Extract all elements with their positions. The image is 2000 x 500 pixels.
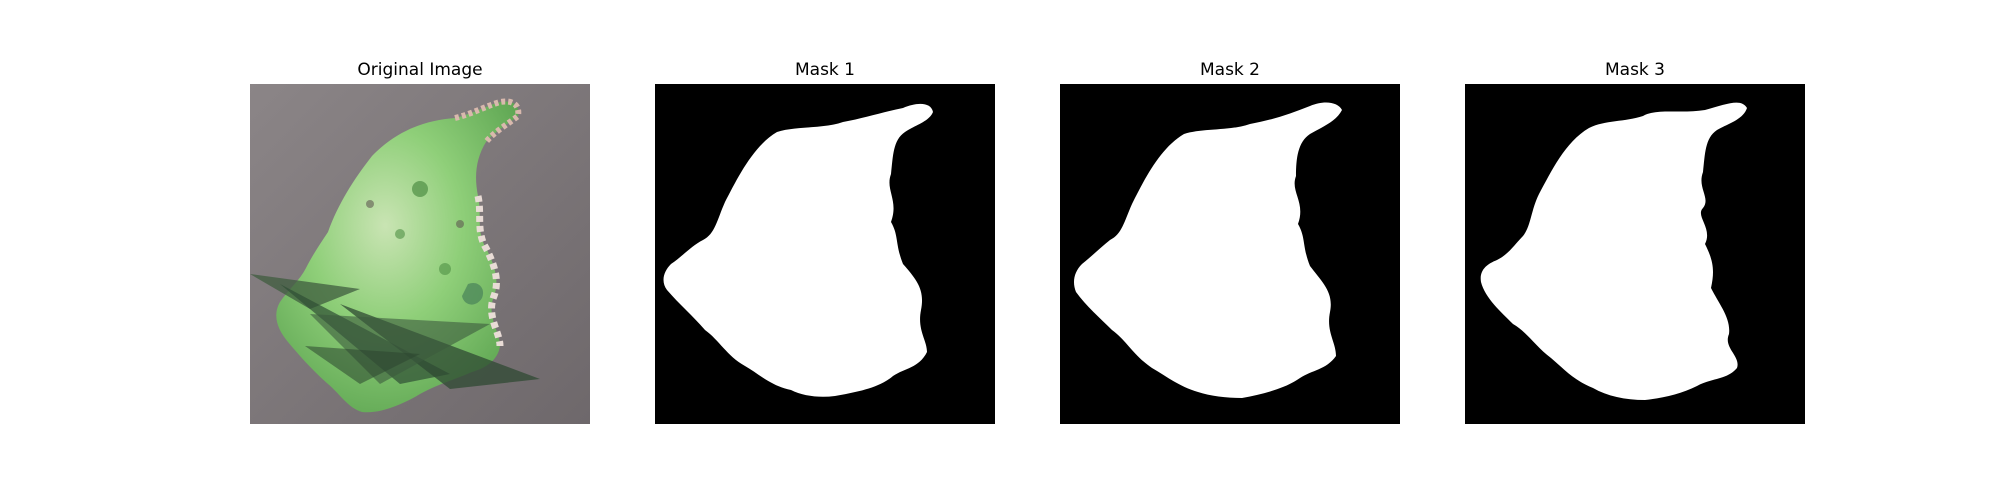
mask-3-shape: [1480, 102, 1747, 400]
mask-3-image: [1465, 84, 1805, 424]
mask-1-panel: Mask 1: [655, 0, 995, 430]
original-image: [250, 84, 590, 424]
shadow-blade: [250, 274, 360, 309]
mask-3-title: Mask 3: [1604, 60, 1665, 80]
shadow-blade: [310, 314, 490, 384]
original-image-panel: Original Image: [250, 0, 590, 430]
leaf-spot: [412, 181, 428, 197]
mask-2-image: [1060, 84, 1400, 424]
original-image-title: Original Image: [357, 60, 483, 80]
mask-1-image: [655, 84, 995, 424]
mask-3-canvas: [1465, 84, 1805, 424]
leaf-rim: [454, 98, 522, 144]
shadow-blade: [305, 346, 420, 384]
leaf-spot: [439, 263, 451, 275]
mask-2-shape: [1074, 102, 1342, 398]
mask-3-panel: Mask 3: [1465, 0, 1805, 430]
leaf-spot: [456, 220, 464, 228]
leaf-spot: [366, 200, 374, 208]
leaf-patch: [462, 282, 484, 305]
leaf-rim-right: [474, 195, 504, 347]
mask-2-panel: Mask 2: [1060, 0, 1400, 430]
leaf-spot: [395, 229, 405, 239]
original-image-canvas: [250, 84, 590, 424]
mask-1-canvas: [655, 84, 995, 424]
mask-2-title: Mask 2: [1199, 60, 1260, 80]
mask-1-title: Mask 1: [794, 60, 855, 80]
mask-2-canvas: [1060, 84, 1400, 424]
mask-1-shape: [663, 103, 933, 397]
